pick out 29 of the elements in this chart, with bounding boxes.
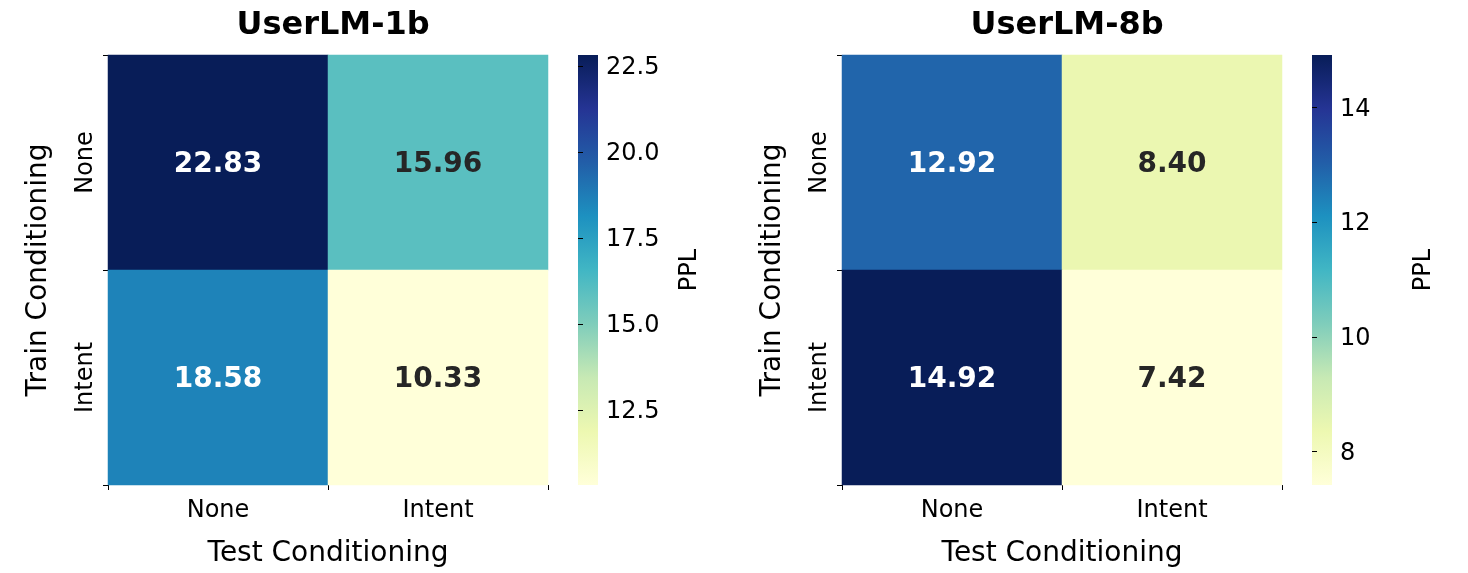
color-bar-label: 12.5 [606,396,660,425]
y-axis-title: Train Conditioning [753,143,787,398]
data-label: 8.40 [1137,146,1207,179]
data-label: 22.83 [173,146,263,179]
chart-title: UserLM-8b [970,4,1164,42]
color-bar-label: 8 [1340,437,1356,466]
data-label: 15.96 [393,146,483,179]
color-bar-label: 12 [1340,208,1371,237]
x-tick-label: None [920,495,984,523]
color-bar-label: 17.5 [606,224,660,253]
color-bar-label: 14 [1340,93,1371,122]
color-bar-label: 15.0 [606,310,660,339]
data-label: 10.33 [393,361,483,394]
x-tick-label: Intent [402,495,474,523]
color-bar-label: 22.5 [606,52,660,81]
data-label: 7.42 [1137,361,1207,394]
x-axis-title: Test Conditioning [206,534,449,568]
color-bar-title: PPL [1408,248,1436,292]
y-axis-title: Train Conditioning [19,143,53,398]
data-label: 12.92 [907,146,997,179]
chart-title: UserLM-1b [236,4,430,42]
data-label: 14.92 [907,361,997,394]
x-tick-label: Intent [1136,495,1208,523]
data-label: 18.58 [173,361,263,394]
x-tick-label: None [186,495,250,523]
x-axis-title: Test Conditioning [940,534,1183,568]
color-bar-label: 10 [1340,323,1371,352]
color-bar-label: 20.0 [606,138,660,167]
color-bar-title: PPL [674,248,702,292]
